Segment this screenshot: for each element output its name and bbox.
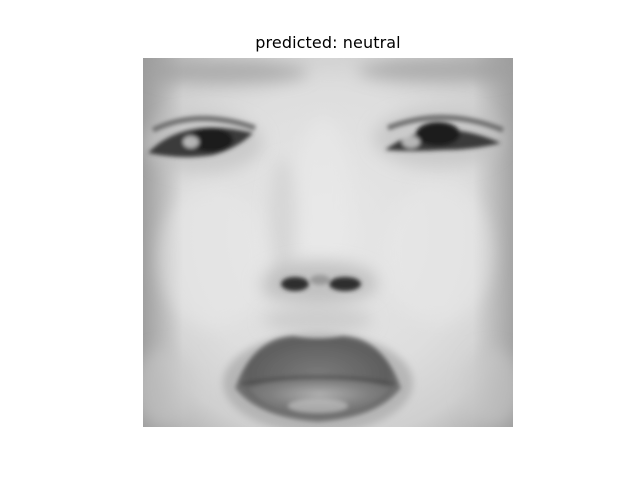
face-image bbox=[143, 58, 513, 427]
cheek-highlights bbox=[143, 183, 513, 427]
left-eye bbox=[148, 115, 256, 158]
nose-bridge bbox=[269, 118, 351, 278]
right-eye bbox=[385, 115, 504, 151]
face-image-svg bbox=[143, 58, 513, 427]
mouth bbox=[223, 333, 413, 427]
plot-title: predicted: neutral bbox=[255, 33, 401, 52]
upper-lip-shade bbox=[263, 306, 373, 334]
nose bbox=[258, 261, 378, 305]
brow-shading bbox=[148, 58, 513, 84]
